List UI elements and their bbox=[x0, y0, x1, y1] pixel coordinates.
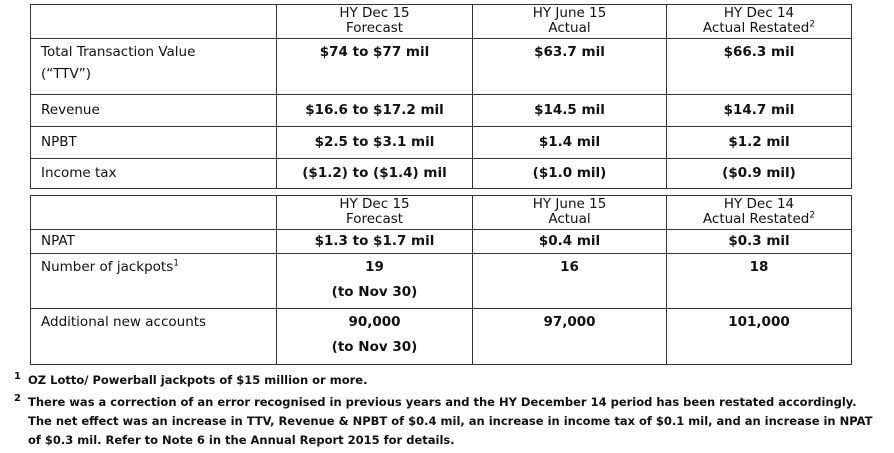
footnote-marker: 2 bbox=[14, 393, 21, 404]
header-hy-dec-14-restated: HY Dec 14 Actual Restated2 bbox=[666, 195, 852, 230]
table-row: Additional new accounts 90,000 (to Nov 30… bbox=[30, 308, 852, 365]
table-cell: ($1.0 mil) bbox=[472, 158, 667, 189]
table-cell: $14.5 mil bbox=[472, 94, 667, 127]
header-empty-cell bbox=[30, 4, 277, 39]
table-header-row: HY Dec 15 Forecast HY June 15 Actual HY De… bbox=[30, 4, 852, 39]
footnote-2: 2 There was a correction of an error rec… bbox=[14, 393, 874, 450]
header-hy-june-15-actual: HY June 15 Actual bbox=[472, 4, 667, 39]
table-cell: ($1.2) to ($1.4) mil bbox=[276, 158, 473, 189]
table-cell: $0.3 mil bbox=[666, 229, 852, 254]
table-cell: $66.3 mil bbox=[666, 38, 852, 95]
row-label-ttv: Total Transaction Value (“TTV”) bbox=[30, 38, 277, 95]
header-hy-dec-14-restated: HY Dec 14 Actual Restated2 bbox=[666, 4, 852, 39]
table-cell: 101,000 bbox=[666, 308, 852, 365]
table-header-row: HY Dec 15 Forecast HY June 15 Actual HY De… bbox=[30, 195, 852, 230]
table-row: Number of jackpots1 19 (to Nov 30) 16 18 bbox=[30, 253, 852, 309]
table-cell: $16.6 to $17.2 mil bbox=[276, 94, 473, 127]
table-row: Revenue $16.6 to $17.2 mil $14.5 mil $14… bbox=[30, 94, 852, 127]
table-cell: 97,000 bbox=[472, 308, 667, 365]
footnote-text: There was a correction of an error recog… bbox=[28, 395, 873, 447]
table-cell: 19 (to Nov 30) bbox=[276, 253, 473, 309]
header-empty-cell bbox=[30, 195, 277, 230]
table-cell: $1.3 to $1.7 mil bbox=[276, 229, 473, 254]
footnote-1: 1 OZ Lotto/ Powerball jackpots of $15 mi… bbox=[14, 371, 874, 390]
table-cell: $1.2 mil bbox=[666, 126, 852, 159]
row-label-jackpots: Number of jackpots1 bbox=[30, 253, 277, 309]
table-row: NPBT $2.5 to $3.1 mil $1.4 mil $1.2 mil bbox=[30, 126, 852, 159]
table-row: Income tax ($1.2) to ($1.4) mil ($1.0 mi… bbox=[30, 158, 852, 189]
footnote-marker: 1 bbox=[14, 371, 21, 382]
row-label-income-tax: Income tax bbox=[30, 158, 277, 189]
table-cell: 18 bbox=[666, 253, 852, 309]
table-cell: $74 to $77 mil bbox=[276, 38, 473, 95]
forecast-table-top: HY Dec 15 Forecast HY June 15 Actual HY De… bbox=[30, 4, 852, 189]
footnotes: 1 OZ Lotto/ Powerball jackpots of $15 mi… bbox=[14, 371, 874, 450]
table-cell: $14.7 mil bbox=[666, 94, 852, 127]
header-hy-june-15-actual: HY June 15 Actual bbox=[472, 195, 667, 230]
row-label-new-accounts: Additional new accounts bbox=[30, 308, 277, 365]
table-row: NPAT $1.3 to $1.7 mil $0.4 mil $0.3 mil bbox=[30, 229, 852, 254]
table-cell: $2.5 to $3.1 mil bbox=[276, 126, 473, 159]
table-cell: $1.4 mil bbox=[472, 126, 667, 159]
table-cell: $0.4 mil bbox=[472, 229, 667, 254]
row-label-npat: NPAT bbox=[30, 229, 277, 254]
table-cell: 16 bbox=[472, 253, 667, 309]
header-hy-dec-15-forecast: HY Dec 15 Forecast bbox=[276, 4, 473, 39]
table-cell: ($0.9 mil) bbox=[666, 158, 852, 189]
row-label-revenue: Revenue bbox=[30, 94, 277, 127]
footnote-text: OZ Lotto/ Powerball jackpots of $15 mill… bbox=[28, 373, 368, 387]
header-hy-dec-15-forecast: HY Dec 15 Forecast bbox=[276, 195, 473, 230]
table-cell: $63.7 mil bbox=[472, 38, 667, 95]
row-label-npbt: NPBT bbox=[30, 126, 277, 159]
table-row: Total Transaction Value (“TTV”) $74 to $7… bbox=[30, 38, 852, 95]
forecast-table-bottom: HY Dec 15 Forecast HY June 15 Actual HY De… bbox=[30, 195, 852, 365]
table-cell: 90,000 (to Nov 30) bbox=[276, 308, 473, 365]
